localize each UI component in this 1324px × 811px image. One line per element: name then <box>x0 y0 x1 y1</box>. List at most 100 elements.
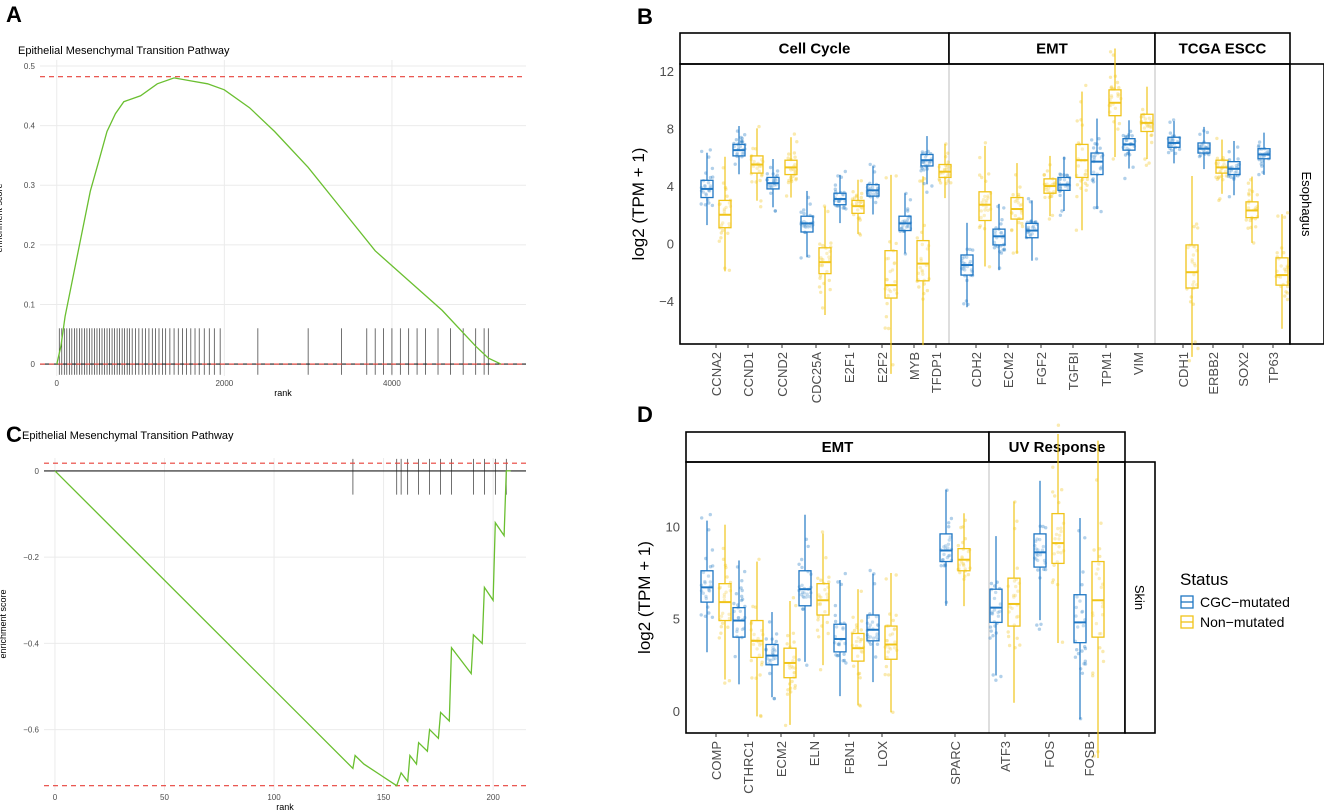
data-point <box>759 714 763 719</box>
data-point <box>1015 636 1019 640</box>
enrichment-curve <box>56 77 502 365</box>
data-point <box>921 160 926 165</box>
row-strip-label: Skin <box>1132 585 1147 610</box>
chart-title: Epithelial Mesenchymal Transition Pathwa… <box>18 45 230 57</box>
data-point <box>1051 490 1055 494</box>
data-point <box>732 601 736 606</box>
data-point <box>868 191 873 196</box>
data-point <box>739 135 743 140</box>
data-point <box>1098 646 1102 650</box>
data-point <box>805 592 809 596</box>
data-point <box>920 242 924 247</box>
data-point <box>999 231 1004 235</box>
data-point <box>1085 183 1089 187</box>
data-point <box>707 588 711 592</box>
data-point <box>987 265 992 269</box>
x-tick-label: VIM <box>1131 352 1146 375</box>
x-tick-label: 0 <box>55 379 60 388</box>
data-point <box>770 648 775 652</box>
y-tick-label: −0.4 <box>23 639 39 648</box>
y-tick-label: 10 <box>666 520 680 535</box>
data-point <box>801 224 806 228</box>
data-point <box>1075 194 1079 199</box>
x-tick-label: CCNA2 <box>709 352 724 396</box>
data-point <box>844 661 848 665</box>
x-tick-label: FOS <box>1042 741 1057 768</box>
data-point <box>750 180 754 184</box>
data-point <box>893 280 897 284</box>
data-point <box>833 613 837 618</box>
data-point <box>710 203 715 208</box>
data-point <box>852 628 857 633</box>
data-point <box>963 268 967 272</box>
data-point <box>765 172 769 176</box>
data-point <box>989 629 993 633</box>
data-point <box>1244 218 1249 222</box>
data-point <box>1094 621 1099 626</box>
data-point <box>792 640 796 644</box>
data-point <box>722 595 726 599</box>
data-point <box>944 167 948 172</box>
data-point <box>842 652 846 656</box>
data-point <box>1051 578 1056 582</box>
data-point <box>827 255 831 259</box>
data-point <box>707 189 712 193</box>
data-point <box>892 627 896 632</box>
data-point <box>834 625 839 629</box>
data-point <box>1075 119 1079 123</box>
data-point <box>1109 85 1114 89</box>
data-point <box>949 516 954 521</box>
data-point <box>1192 272 1196 277</box>
data-point <box>739 140 744 144</box>
data-point <box>1191 283 1195 287</box>
data-point <box>868 162 872 167</box>
data-point <box>787 178 791 183</box>
data-point <box>1259 162 1264 166</box>
facet-strip <box>988 431 1126 463</box>
data-point <box>1092 206 1097 210</box>
data-point <box>1190 258 1194 262</box>
data-point <box>1034 547 1038 551</box>
data-point <box>1016 201 1020 205</box>
data-point <box>825 592 829 596</box>
data-point <box>751 604 755 609</box>
data-point <box>892 627 897 631</box>
data-point <box>793 170 797 174</box>
data-point <box>1198 144 1202 148</box>
data-point <box>793 155 797 159</box>
data-point <box>1173 151 1178 156</box>
data-point <box>735 565 740 569</box>
data-point <box>867 626 871 630</box>
data-point <box>1083 662 1088 666</box>
data-point <box>758 164 762 169</box>
panel-label-b: B <box>637 4 653 29</box>
data-point <box>804 595 808 599</box>
data-point <box>1059 529 1063 534</box>
data-point <box>980 175 984 180</box>
row-strip <box>1289 63 1324 345</box>
data-point <box>1236 145 1240 149</box>
data-point <box>906 209 910 213</box>
data-point <box>719 614 724 618</box>
data-point <box>1002 247 1006 251</box>
data-point <box>1080 609 1085 614</box>
data-point <box>1014 584 1018 589</box>
data-point <box>1066 186 1070 190</box>
data-point <box>1198 153 1203 158</box>
data-point <box>767 658 771 662</box>
data-point <box>1076 141 1081 145</box>
data-point <box>883 326 887 330</box>
box <box>884 625 898 660</box>
data-point <box>984 198 989 202</box>
data-point <box>868 568 872 573</box>
data-point <box>1099 585 1104 590</box>
data-point <box>1215 136 1219 141</box>
x-axis-label: rank <box>276 802 294 811</box>
data-point <box>906 224 911 228</box>
data-point <box>1010 228 1014 232</box>
data-point <box>1227 170 1232 174</box>
data-point <box>994 678 998 682</box>
data-point <box>918 265 922 270</box>
data-point <box>821 243 825 248</box>
data-point <box>986 208 990 212</box>
